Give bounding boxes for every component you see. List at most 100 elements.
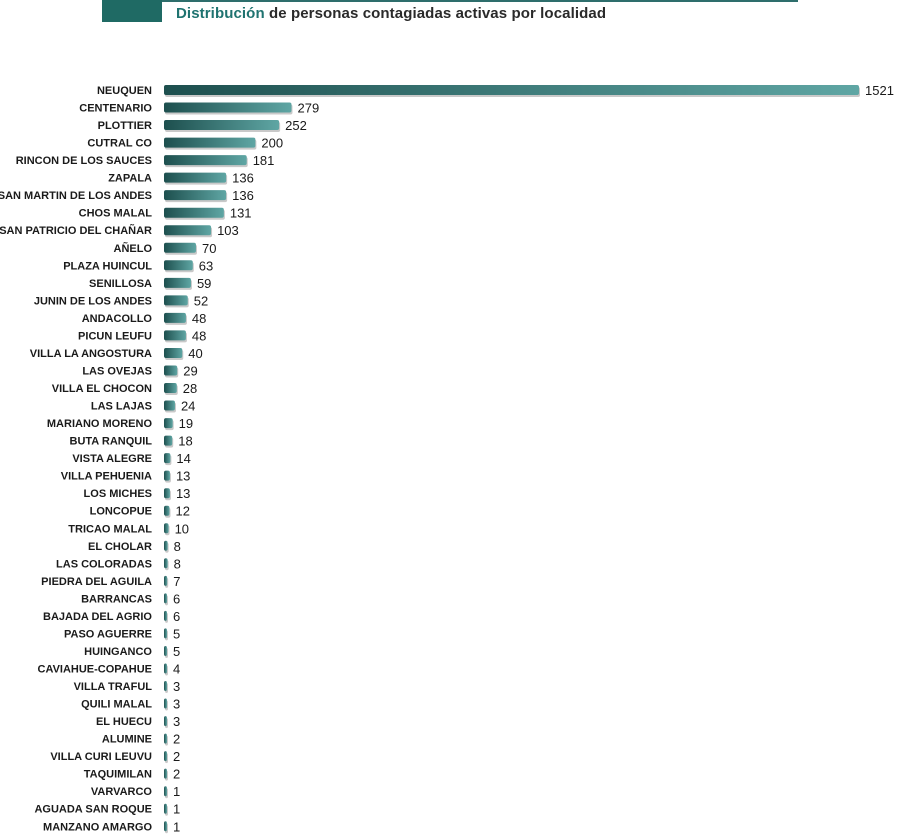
- category-label: PIEDRA DEL AGUILA: [41, 576, 152, 588]
- chart-title-highlight: Distribución: [176, 5, 265, 22]
- bar: [164, 277, 191, 288]
- bar: [164, 120, 280, 131]
- bar: [164, 330, 186, 341]
- value-label: 1: [173, 819, 180, 834]
- chart-title: Distribución de personas contagiadas act…: [176, 5, 606, 22]
- value-label: 63: [199, 258, 213, 273]
- value-label: 1: [173, 802, 180, 817]
- bar: [164, 663, 167, 674]
- value-label: 12: [175, 504, 189, 519]
- category-label: CHOS MALAL: [79, 208, 153, 220]
- value-label: 6: [173, 609, 180, 624]
- bar: [164, 628, 167, 639]
- value-label: 6: [173, 591, 180, 606]
- value-label: 3: [173, 697, 180, 712]
- value-label: 181: [253, 153, 275, 168]
- bar: [164, 172, 227, 183]
- bar: [164, 85, 859, 95]
- category-label: LAS LAJAS: [91, 401, 152, 413]
- value-label: 2: [173, 767, 180, 782]
- category-label: JUNIN DE LOS ANDES: [34, 295, 152, 307]
- category-label: MARIANO MORENO: [47, 418, 153, 430]
- bar: [164, 698, 167, 709]
- bar: [164, 400, 175, 411]
- value-label: 24: [181, 399, 195, 414]
- category-label: QUILI MALAL: [81, 699, 152, 711]
- value-label: 29: [183, 363, 197, 378]
- category-label: NEUQUEN: [97, 85, 152, 97]
- value-label: 70: [202, 241, 216, 256]
- category-label: ANDACOLLO: [82, 313, 153, 325]
- category-label: LOS MICHES: [84, 488, 152, 500]
- category-label: CAVIAHUE-COPAHUE: [38, 663, 153, 675]
- category-label: VILLA LA ANGOSTURA: [30, 348, 152, 360]
- category-label: EL CHOLAR: [88, 541, 152, 553]
- bar: [164, 523, 169, 534]
- value-label: 48: [192, 328, 206, 343]
- bar: [164, 155, 247, 166]
- value-label: 1521: [865, 83, 894, 98]
- category-label: MANZANO AMARGO: [43, 821, 152, 833]
- value-label: 13: [176, 486, 190, 501]
- bar: [164, 733, 167, 744]
- value-label: 3: [173, 714, 180, 729]
- category-label: EL HUECU: [96, 716, 152, 728]
- category-label: PLOTTIER: [98, 120, 152, 132]
- bar: [164, 470, 170, 481]
- category-label: VILLA PEHUENIA: [61, 471, 152, 483]
- bar: [164, 453, 171, 464]
- category-label: AÑELO: [114, 242, 153, 255]
- value-label: 8: [174, 556, 181, 571]
- bar: [164, 418, 173, 429]
- value-label: 279: [297, 101, 319, 116]
- value-label: 136: [232, 188, 254, 203]
- chart-title-rest: de personas contagiadas activas por loca…: [264, 5, 607, 22]
- category-label: TAQUIMILAN: [84, 769, 152, 781]
- bar: [164, 593, 167, 604]
- category-label: LONCOPUE: [90, 506, 152, 518]
- category-label: BUTA RANQUIL: [70, 436, 153, 448]
- value-label: 5: [173, 644, 180, 659]
- category-label: ALUMINE: [102, 734, 152, 746]
- category-label: VISTA ALEGRE: [72, 453, 152, 465]
- bar: [164, 312, 186, 323]
- category-label: BAJADA DEL AGRIO: [43, 611, 152, 623]
- bar: [164, 821, 167, 832]
- category-label: AGUADA SAN ROQUE: [34, 804, 152, 816]
- header-accent-block: [102, 0, 162, 22]
- value-label: 10: [175, 521, 189, 536]
- category-label: PICUN LEUFU: [78, 330, 152, 342]
- category-label: VILLA CURI LEUVU: [50, 751, 152, 763]
- category-label: PASO AGUERRE: [64, 628, 152, 640]
- value-label: 131: [230, 206, 252, 221]
- value-label: 14: [176, 451, 190, 466]
- bar: [164, 540, 168, 551]
- value-label: 136: [232, 171, 254, 186]
- bar: [164, 260, 193, 271]
- bar: [164, 383, 177, 394]
- value-label: 5: [173, 626, 180, 641]
- bar: [164, 716, 167, 727]
- header-rule: [162, 0, 798, 2]
- value-label: 13: [176, 469, 190, 484]
- bar: [164, 505, 170, 516]
- bar: [164, 610, 167, 621]
- bar: [164, 435, 173, 446]
- bar: [164, 102, 292, 113]
- bar: [164, 786, 167, 797]
- bar: [164, 295, 188, 306]
- bar: [164, 225, 212, 236]
- category-label: VARVARCO: [91, 786, 153, 798]
- category-label: LAS OVEJAS: [82, 365, 152, 377]
- bar: [164, 575, 168, 586]
- category-label: ZAPALA: [108, 173, 152, 185]
- value-label: 8: [174, 539, 181, 554]
- category-label: TRICAO MALAL: [68, 523, 152, 535]
- category-label: HUINGANCO: [84, 646, 152, 658]
- value-label: 2: [173, 749, 180, 764]
- category-label: SAN MARTIN DE LOS ANDES: [0, 190, 152, 202]
- value-label: 3: [173, 679, 180, 694]
- category-label: CENTENARIO: [79, 103, 152, 115]
- bar: [164, 137, 256, 148]
